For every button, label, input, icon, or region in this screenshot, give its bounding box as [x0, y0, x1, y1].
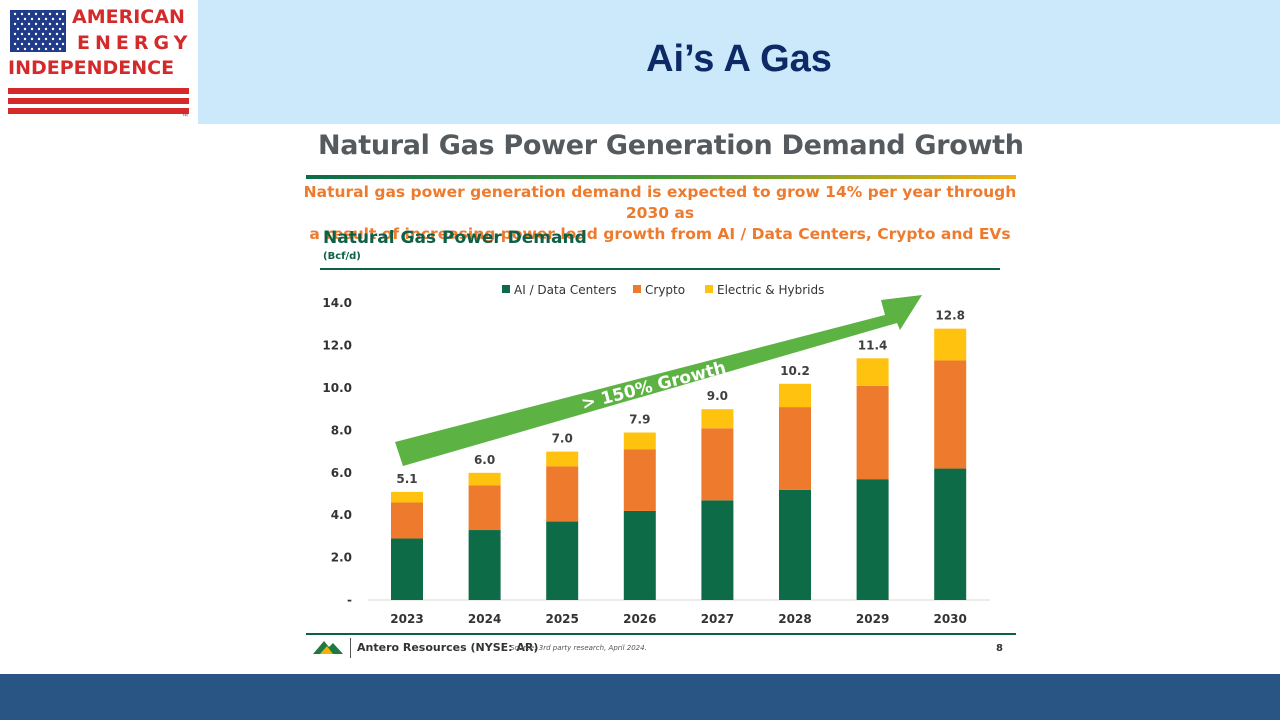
y-tick-label: 6.0 [331, 466, 352, 480]
bar-segment-crypto [856, 385, 889, 480]
bar-segment-electric-hybrids [623, 432, 656, 450]
x-tick-label: 2026 [623, 612, 656, 626]
bar-segment-ai-data-centers [779, 489, 811, 600]
bar-segment-ai-data-centers [856, 479, 889, 600]
footer-band [0, 674, 1280, 720]
bar-segment-electric-hybrids [701, 409, 734, 429]
growth-arrow-label: > 150% Growth [579, 358, 728, 415]
legend-swatch [502, 285, 510, 293]
legend-label: AI / Data Centers [514, 283, 617, 297]
chart-legend: AI / Data Centers Crypto Electric & Hybrid… [502, 283, 824, 297]
section-rule [320, 268, 1000, 270]
chart-title: Natural Gas Power Generation Demand Grow… [318, 130, 1024, 161]
bar-segment-electric-hybrids [468, 472, 501, 486]
bar-segment-crypto [934, 360, 967, 469]
subtitle-line-2: a result of increasing power load growth… [309, 225, 1011, 243]
total-labels: 5.1 6.0 7.0 7.9 9.0 10.2 11.4 12.8 [396, 309, 965, 486]
total-label: 11.4 [858, 338, 888, 352]
page-number: 8 [996, 643, 1003, 654]
section-title: Natural Gas Power Demand [323, 228, 587, 248]
bar-segment-ai-data-centers [701, 500, 734, 600]
x-tick-label: 2023 [390, 612, 423, 626]
bar-segment-crypto [623, 449, 656, 511]
bar-segment-crypto [391, 502, 423, 539]
y-tick-label: 4.0 [331, 508, 352, 522]
title-rule [306, 175, 1016, 179]
unit-label: (Bcf/d) [323, 251, 361, 262]
american-energy-independence-logo: AMERICAN ENERGY INDEPENDENCE ™ [0, 0, 198, 124]
logo-trademark: ™ [182, 114, 188, 120]
legend-swatch [633, 285, 641, 293]
footer-separator [350, 638, 351, 658]
x-axis: 2023 2024 2025 2026 2027 2028 2029 2030 [390, 612, 967, 626]
y-axis: - 2.0 4.0 6.0 8.0 10.0 12.0 14.0 [322, 296, 352, 607]
total-label: 12.8 [935, 309, 965, 323]
x-tick-label: 2024 [468, 612, 501, 626]
bar-segment-ai-data-centers [391, 538, 423, 600]
bar-segment-electric-hybrids [779, 383, 811, 408]
total-label: 6.0 [474, 453, 495, 467]
bar-segment-ai-data-centers [468, 530, 501, 600]
bar-segment-electric-hybrids [391, 491, 423, 503]
x-tick-label: 2025 [545, 612, 578, 626]
stacked-bar-chart: AI / Data Centers Crypto Electric & Hybrid… [322, 283, 990, 626]
bar-segment-crypto [779, 407, 811, 490]
total-label: 7.0 [552, 432, 573, 446]
antero-mountain-icon [313, 641, 343, 654]
x-tick-label: 2030 [933, 612, 966, 626]
legend-label: Electric & Hybrids [717, 283, 824, 297]
total-label: 7.9 [629, 413, 650, 427]
footer-rule [306, 633, 1016, 635]
subtitle-line-1: Natural gas power generation demand is e… [303, 183, 1017, 222]
bar-segment-ai-data-centers [934, 468, 967, 600]
total-label: 10.2 [780, 364, 810, 378]
bar-segment-crypto [468, 485, 501, 531]
flag-icon [8, 10, 189, 114]
company-name: Antero Resources (NYSE: AR) [357, 641, 539, 654]
logo-text-american: AMERICAN [72, 6, 185, 28]
y-tick-label: 8.0 [331, 423, 352, 437]
total-label: 9.0 [707, 389, 728, 403]
bar-segment-electric-hybrids [934, 328, 967, 361]
y-tick-label: 12.0 [322, 339, 352, 353]
y-tick-label: - [347, 593, 352, 607]
y-tick-label: 10.0 [322, 381, 352, 395]
legend-swatch [705, 285, 713, 293]
y-tick-label: 2.0 [331, 551, 352, 565]
bar-segment-electric-hybrids [546, 451, 579, 467]
bar-segment-crypto [701, 428, 734, 501]
growth-arrow: > 150% Growth [395, 295, 922, 466]
x-tick-label: 2027 [701, 612, 734, 626]
bar-segment-electric-hybrids [856, 358, 889, 386]
source-note: Source: 3rd party research, April 2024. [510, 644, 647, 652]
slide-title: Ai’s A Gas [646, 38, 832, 80]
total-label: 5.1 [396, 472, 417, 486]
x-tick-label: 2029 [856, 612, 889, 626]
bar-segment-crypto [546, 466, 579, 522]
bar-segment-ai-data-centers [623, 510, 656, 600]
logo-text-energy: ENERGY [77, 32, 193, 54]
bar-segment-ai-data-centers [546, 521, 579, 600]
y-tick-label: 14.0 [322, 296, 352, 310]
chart-subtitle: Natural gas power generation demand is e… [300, 182, 1020, 245]
growth-arrow-shape [395, 295, 922, 466]
x-tick-label: 2028 [778, 612, 811, 626]
header-band [198, 0, 1280, 124]
logo-text-independence: INDEPENDENCE [8, 57, 175, 79]
bars [391, 328, 967, 600]
legend-label: Crypto [645, 283, 685, 297]
